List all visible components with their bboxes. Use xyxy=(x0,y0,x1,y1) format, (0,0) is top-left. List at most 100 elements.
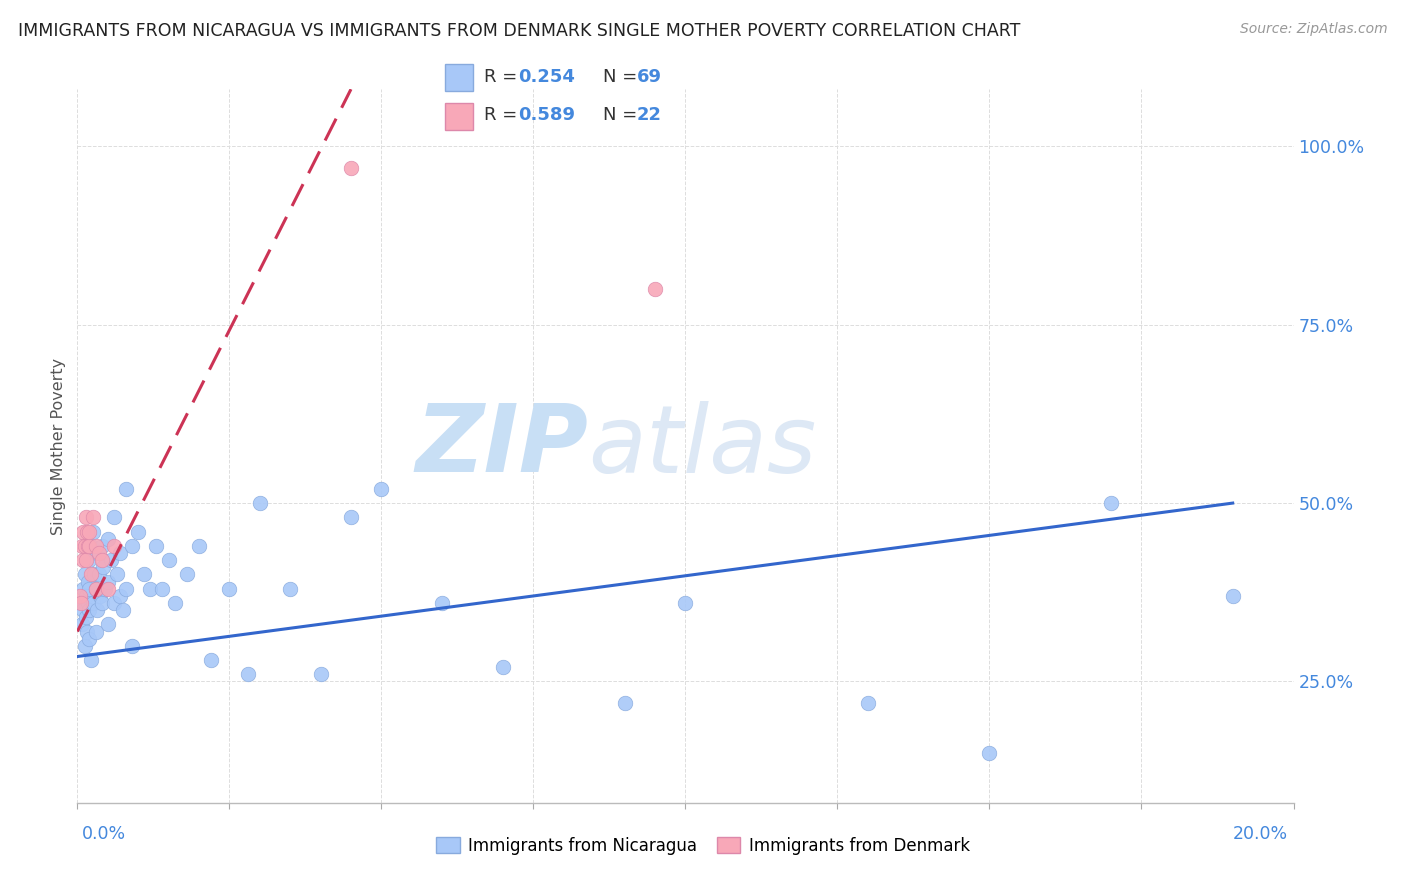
Point xyxy=(145,539,167,553)
Point xyxy=(97,574,120,589)
FancyBboxPatch shape xyxy=(446,103,472,130)
Point xyxy=(70,539,93,553)
Point xyxy=(84,582,107,596)
Point xyxy=(77,539,100,553)
Point xyxy=(979,746,1001,760)
Text: 0.589: 0.589 xyxy=(517,106,575,124)
Point xyxy=(75,639,97,653)
Point xyxy=(93,582,115,596)
Point xyxy=(70,596,93,610)
Point xyxy=(72,582,94,596)
Point xyxy=(90,539,112,553)
Point xyxy=(157,553,180,567)
Text: 20.0%: 20.0% xyxy=(1233,825,1288,843)
Text: N =: N = xyxy=(603,106,643,124)
Text: 69: 69 xyxy=(637,68,662,86)
Text: ZIP: ZIP xyxy=(415,400,588,492)
Point xyxy=(115,482,138,496)
Point xyxy=(97,617,120,632)
Point xyxy=(86,603,108,617)
Point xyxy=(86,546,108,560)
Point xyxy=(188,539,211,553)
Point xyxy=(613,696,636,710)
Point xyxy=(100,553,122,567)
Text: N =: N = xyxy=(603,68,643,86)
Text: IMMIGRANTS FROM NICARAGUA VS IMMIGRANTS FROM DENMARK SINGLE MOTHER POVERTY CORRE: IMMIGRANTS FROM NICARAGUA VS IMMIGRANTS … xyxy=(18,22,1021,40)
Point xyxy=(82,524,104,539)
Point xyxy=(249,496,271,510)
Point xyxy=(72,553,94,567)
Text: 0.0%: 0.0% xyxy=(82,825,125,843)
Text: R =: R = xyxy=(484,68,523,86)
Point xyxy=(75,553,97,567)
Point xyxy=(127,524,149,539)
Point xyxy=(340,510,363,524)
Point xyxy=(103,596,125,610)
Point xyxy=(82,510,104,524)
Point xyxy=(278,582,301,596)
Point xyxy=(73,567,96,582)
Point xyxy=(103,510,125,524)
Point xyxy=(103,539,125,553)
Point xyxy=(236,667,259,681)
Point xyxy=(84,582,107,596)
Point xyxy=(430,596,453,610)
Point xyxy=(163,596,186,610)
Point xyxy=(91,560,114,574)
Point xyxy=(80,539,103,553)
Point xyxy=(108,589,131,603)
Point xyxy=(87,546,110,560)
Point xyxy=(84,539,107,553)
Point xyxy=(70,617,93,632)
Point xyxy=(73,539,96,553)
Point xyxy=(80,567,103,582)
Point xyxy=(79,553,101,567)
Point xyxy=(75,510,97,524)
Point xyxy=(79,524,101,539)
Point xyxy=(69,596,91,610)
Point xyxy=(84,624,107,639)
Text: Source: ZipAtlas.com: Source: ZipAtlas.com xyxy=(1240,22,1388,37)
Point xyxy=(108,546,131,560)
Text: 22: 22 xyxy=(637,106,662,124)
Point xyxy=(200,653,222,667)
Point xyxy=(1099,496,1122,510)
Point xyxy=(90,596,112,610)
Point xyxy=(644,282,666,296)
Point xyxy=(97,532,120,546)
Point xyxy=(121,539,143,553)
Text: 0.254: 0.254 xyxy=(517,68,575,86)
Point xyxy=(82,596,104,610)
Point xyxy=(76,624,98,639)
Point xyxy=(90,553,112,567)
Point xyxy=(111,603,134,617)
Text: atlas: atlas xyxy=(588,401,817,491)
Point xyxy=(79,582,101,596)
Text: R =: R = xyxy=(484,106,523,124)
Point xyxy=(76,524,98,539)
Point xyxy=(79,603,101,617)
Point xyxy=(675,596,697,610)
Point xyxy=(309,667,332,681)
Point xyxy=(83,567,105,582)
Point xyxy=(152,582,174,596)
Point xyxy=(105,567,128,582)
Point xyxy=(87,567,110,582)
Point xyxy=(134,567,156,582)
Legend: Immigrants from Nicaragua, Immigrants from Denmark: Immigrants from Nicaragua, Immigrants fr… xyxy=(430,830,976,862)
Point xyxy=(97,582,120,596)
Point xyxy=(72,603,94,617)
Point xyxy=(80,653,103,667)
Y-axis label: Single Mother Poverty: Single Mother Poverty xyxy=(51,358,66,534)
Point xyxy=(72,524,94,539)
Point xyxy=(340,161,363,175)
FancyBboxPatch shape xyxy=(446,63,472,91)
Point xyxy=(79,632,101,646)
Point xyxy=(76,574,98,589)
Point xyxy=(1222,589,1244,603)
Point xyxy=(139,582,162,596)
Point xyxy=(115,582,138,596)
Point xyxy=(69,589,91,603)
Point xyxy=(492,660,515,674)
Point xyxy=(121,639,143,653)
